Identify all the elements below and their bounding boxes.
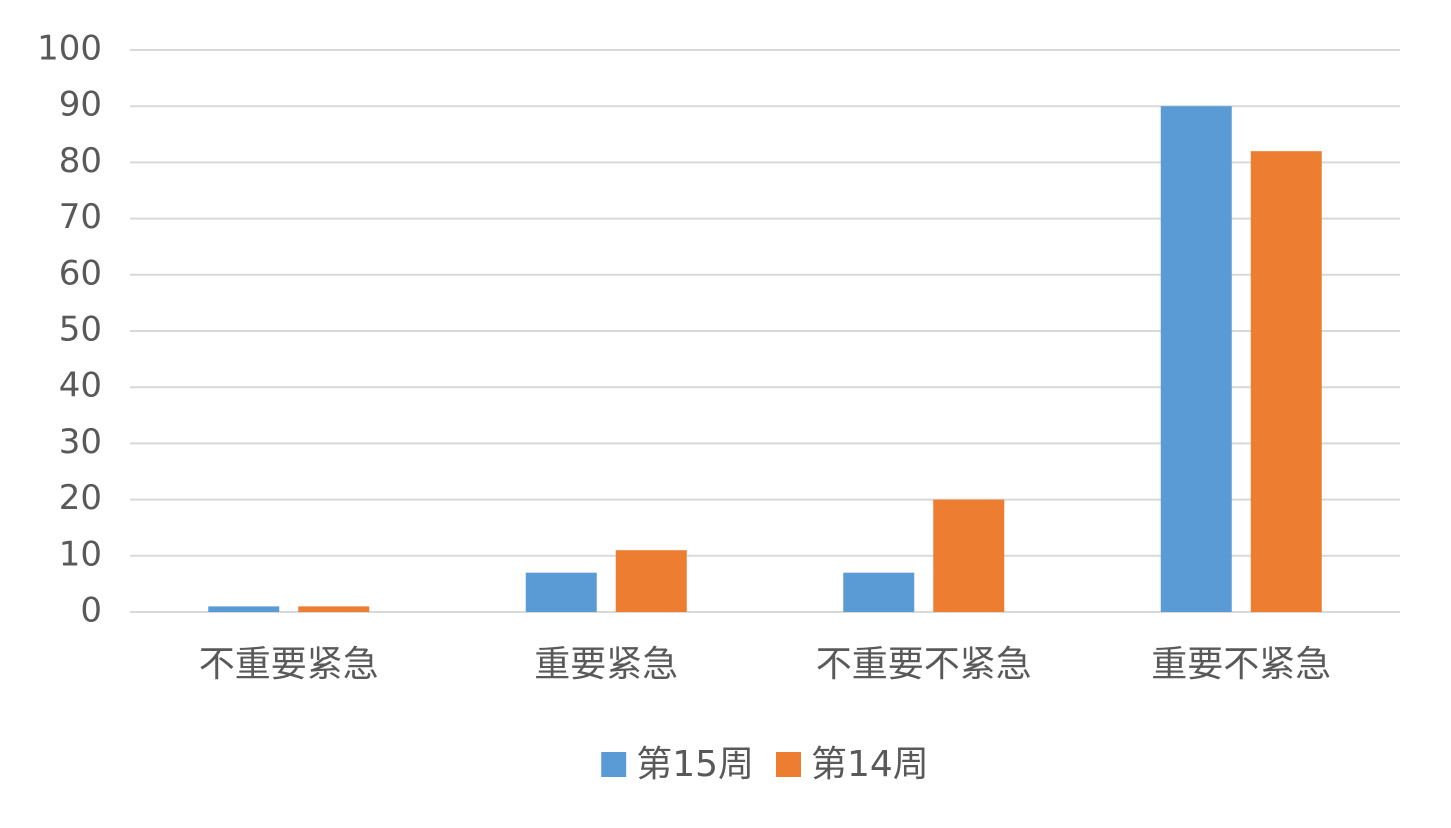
y-tick-label: 50	[59, 310, 102, 350]
legend-label: 第14周	[811, 744, 929, 785]
y-tick-label: 20	[59, 478, 102, 518]
legend-swatch	[601, 752, 627, 777]
bar	[1160, 106, 1232, 612]
y-tick-label: 80	[59, 141, 102, 181]
legend-label: 第15周	[636, 744, 754, 785]
bar	[525, 572, 597, 612]
bar	[1250, 151, 1322, 612]
x-tick-label: 不重要紧急	[199, 644, 379, 685]
x-tick-label: 重要不紧急	[1151, 644, 1331, 685]
y-tick-label: 100	[37, 29, 102, 69]
y-tick-label: 40	[59, 366, 102, 406]
y-tick-label: 30	[59, 422, 102, 462]
y-tick-label: 0	[80, 591, 102, 631]
bar	[298, 606, 370, 612]
x-tick-label: 重要紧急	[534, 644, 678, 685]
y-tick-label: 90	[59, 85, 102, 125]
bar	[933, 499, 1005, 612]
x-tick-label: 不重要不紧急	[816, 644, 1032, 685]
y-tick-label: 70	[59, 197, 102, 237]
legend-swatch	[776, 752, 801, 777]
bar	[615, 550, 687, 612]
bar	[208, 606, 280, 612]
y-tick-label: 60	[59, 253, 102, 293]
y-tick-label: 10	[59, 534, 102, 574]
bar	[843, 572, 915, 612]
